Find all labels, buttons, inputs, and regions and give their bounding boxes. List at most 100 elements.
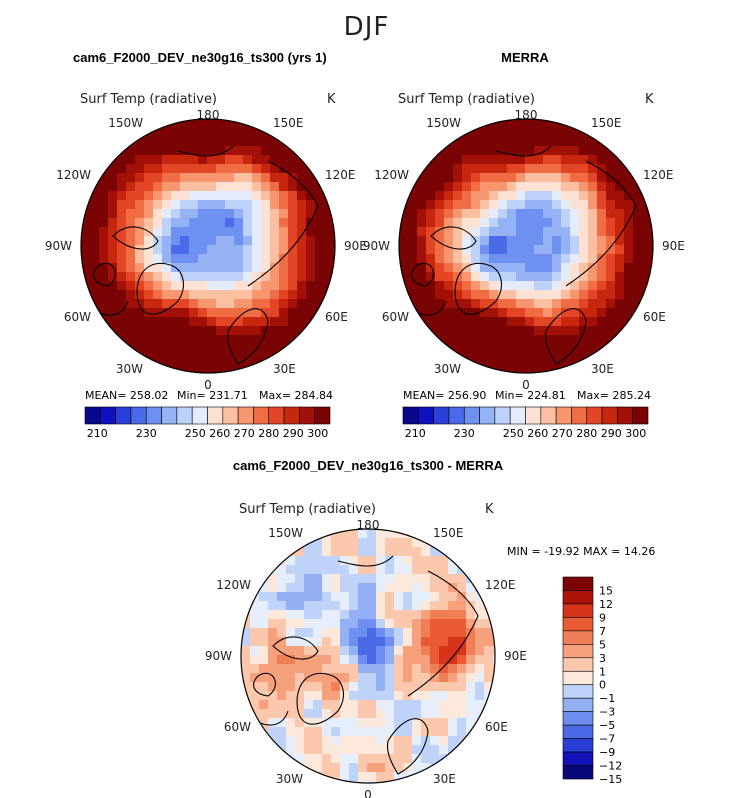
field-cell	[403, 628, 413, 638]
panel-title: MERRA	[501, 50, 549, 65]
field-cell	[306, 209, 316, 219]
field-cell	[358, 745, 368, 755]
field-cell	[288, 236, 298, 246]
field-cell	[588, 326, 598, 336]
field-cell	[466, 655, 476, 665]
field-cell	[313, 736, 323, 746]
field-cell	[144, 290, 154, 300]
field-cell	[340, 718, 350, 728]
field-cell	[421, 583, 431, 593]
units-label: K	[485, 502, 494, 517]
field-cell	[252, 191, 262, 201]
field-cell	[651, 218, 653, 228]
field-cell	[498, 299, 508, 309]
field-cell	[489, 200, 499, 210]
field-cell	[615, 164, 625, 174]
field-cell	[484, 664, 494, 674]
field-cell	[516, 128, 526, 138]
field-cell	[462, 191, 472, 201]
field-cell	[135, 146, 145, 156]
field-cell	[277, 718, 287, 728]
field-cell	[516, 155, 526, 165]
field-cell	[412, 718, 422, 728]
colorbar-tick-label: −15	[599, 773, 622, 786]
field-cell	[243, 335, 253, 345]
field-cell	[484, 619, 494, 629]
coastline-path	[386, 718, 429, 775]
field-cell	[322, 718, 332, 728]
field-cell	[408, 281, 418, 291]
field-cell	[117, 137, 127, 147]
field-cell	[288, 164, 298, 174]
field-cell	[313, 691, 323, 701]
field-cell	[153, 281, 163, 291]
field-cell	[385, 610, 395, 620]
field-cell	[412, 583, 422, 593]
field-cell	[270, 182, 280, 192]
field-cell	[435, 146, 445, 156]
field-cell	[108, 200, 118, 210]
field-cell	[462, 308, 472, 318]
field-cell	[426, 146, 436, 156]
field-cell	[525, 236, 535, 246]
field-cell	[444, 254, 454, 264]
coastline-path	[296, 672, 344, 725]
field-cell	[304, 655, 314, 665]
field-cell	[198, 326, 208, 336]
field-cell	[475, 646, 485, 656]
field-cell	[552, 344, 562, 354]
field-cell	[270, 335, 280, 345]
field-cell	[126, 263, 136, 273]
field-cell	[435, 155, 445, 165]
colorbar-swatch	[130, 406, 147, 425]
field-cell	[162, 308, 172, 318]
field-cell	[349, 700, 359, 710]
lon-label: 120W	[216, 578, 251, 592]
field-cell	[394, 772, 404, 782]
field-cell	[81, 236, 91, 246]
field-cell	[349, 682, 359, 692]
field-cell	[306, 326, 316, 336]
field-cell	[126, 317, 136, 327]
lon-label: 30W	[116, 362, 143, 376]
field-cell	[288, 209, 298, 219]
field-cell	[99, 236, 109, 246]
field-cell	[286, 601, 296, 611]
field-cell	[126, 335, 136, 345]
field-cell	[198, 119, 208, 129]
field-cell	[543, 182, 553, 192]
field-cell	[117, 173, 127, 183]
lon-label: 30W	[276, 772, 303, 786]
field-cell	[561, 146, 571, 156]
field-cell	[439, 745, 449, 755]
field-cell	[259, 601, 269, 611]
field-cell	[324, 272, 334, 282]
field-cell	[421, 772, 431, 782]
field-cell	[322, 655, 332, 665]
field-cell	[507, 227, 517, 237]
field-cell	[234, 299, 244, 309]
field-cell	[498, 290, 508, 300]
colorbar-swatch	[562, 630, 594, 645]
field-cell	[367, 655, 377, 665]
field-cell	[367, 754, 377, 764]
field-cell	[385, 664, 395, 674]
field-cell	[180, 146, 190, 156]
field-cell	[543, 326, 553, 336]
field-cell	[394, 538, 404, 548]
field-cell	[525, 299, 535, 309]
field-cell	[453, 191, 463, 201]
field-cell	[243, 317, 253, 327]
field-cell	[189, 308, 199, 318]
field-cell	[588, 245, 598, 255]
field-cell	[117, 308, 127, 318]
field-cell	[277, 646, 287, 656]
field-cell	[207, 317, 217, 327]
field-cell	[243, 344, 253, 354]
field-cell	[426, 173, 436, 183]
field-cell	[534, 263, 544, 273]
field-cell	[489, 209, 499, 219]
field-cell	[322, 538, 332, 548]
field-cell	[108, 308, 118, 318]
colorbar-swatch	[571, 406, 588, 425]
